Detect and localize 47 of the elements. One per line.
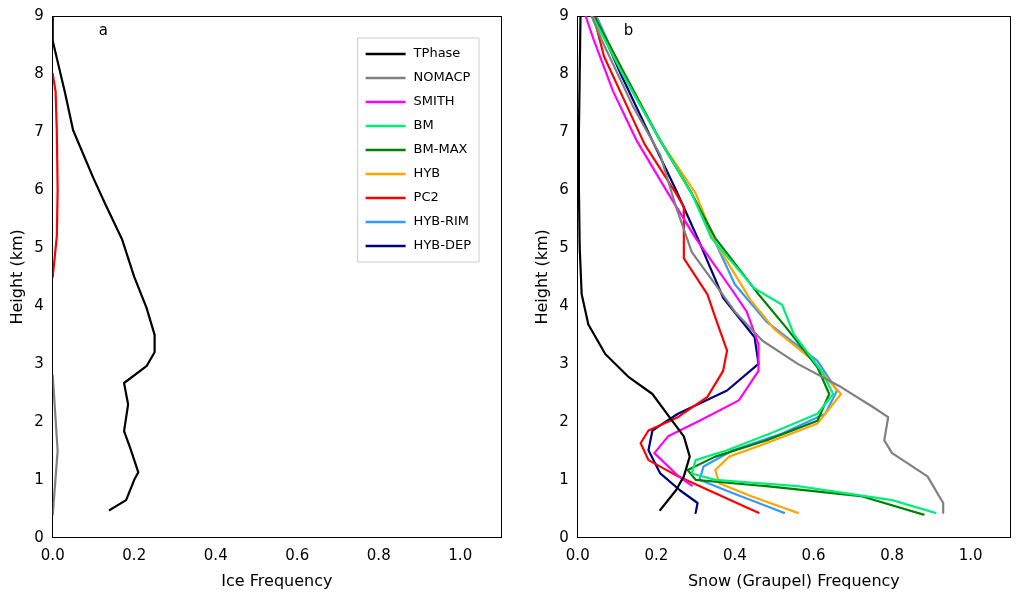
x-tick-label: 0.0 (40, 545, 65, 564)
legend-label: HYB-RIM (413, 213, 470, 229)
legend-label: HYB-DEP (413, 237, 472, 253)
x-tick-label: 0.0 (565, 545, 590, 564)
x-tick-label: 0.4 (723, 545, 747, 564)
x-tick-label: 0.2 (644, 545, 669, 564)
annotation: b (623, 21, 634, 40)
y-tick-label: 2 (34, 411, 44, 430)
annotation: a (98, 21, 108, 40)
y-tick-label: 8 (559, 63, 569, 82)
y-tick-label: 5 (34, 237, 44, 256)
x-axis-title: Snow (Graupel) Frequency (687, 570, 900, 590)
y-tick-label: 2 (559, 411, 569, 430)
y-tick-label: 6 (34, 179, 44, 198)
y-tick-label: 0 (559, 527, 569, 546)
legend-label: SMITH (413, 93, 455, 109)
y-tick-label: 6 (559, 179, 569, 198)
legend-label: BM-MAX (413, 141, 468, 157)
x-tick-label: 0.8 (880, 545, 905, 564)
y-tick-label: 9 (559, 5, 569, 24)
y-tick-label: 3 (34, 353, 44, 372)
x-tick-label: 0.8 (366, 545, 391, 564)
y-tick-label: 3 (559, 353, 569, 372)
x-tick-label: 0.6 (285, 545, 310, 564)
y-tick-label: 9 (34, 5, 44, 24)
y-tick-label: 4 (559, 295, 569, 314)
x-axis-title: Ice Frequency (221, 570, 333, 590)
legend-label: BM (413, 117, 434, 133)
y-tick-label: 1 (559, 469, 569, 488)
y-axis-title: Height (km) (6, 229, 26, 325)
y-tick-label: 1 (34, 469, 44, 488)
y-tick-label: 8 (34, 63, 44, 82)
y-tick-label: 0 (34, 527, 44, 546)
legend-label: PC2 (413, 189, 439, 205)
legend-label: NOMACP (413, 69, 471, 85)
x-tick-label: 1.0 (958, 545, 983, 564)
legend-label: HYB (413, 165, 441, 181)
legend-label: TPhase (412, 45, 461, 61)
y-tick-label: 7 (34, 121, 44, 140)
y-tick-label: 4 (34, 295, 44, 314)
y-tick-label: 7 (559, 121, 569, 140)
x-tick-label: 0.6 (801, 545, 826, 564)
y-axis-title: Height (km) (531, 229, 551, 325)
x-tick-label: 1.0 (448, 545, 473, 564)
x-tick-label: 0.2 (122, 545, 147, 564)
y-tick-label: 5 (559, 237, 569, 256)
x-tick-label: 0.4 (203, 545, 228, 564)
